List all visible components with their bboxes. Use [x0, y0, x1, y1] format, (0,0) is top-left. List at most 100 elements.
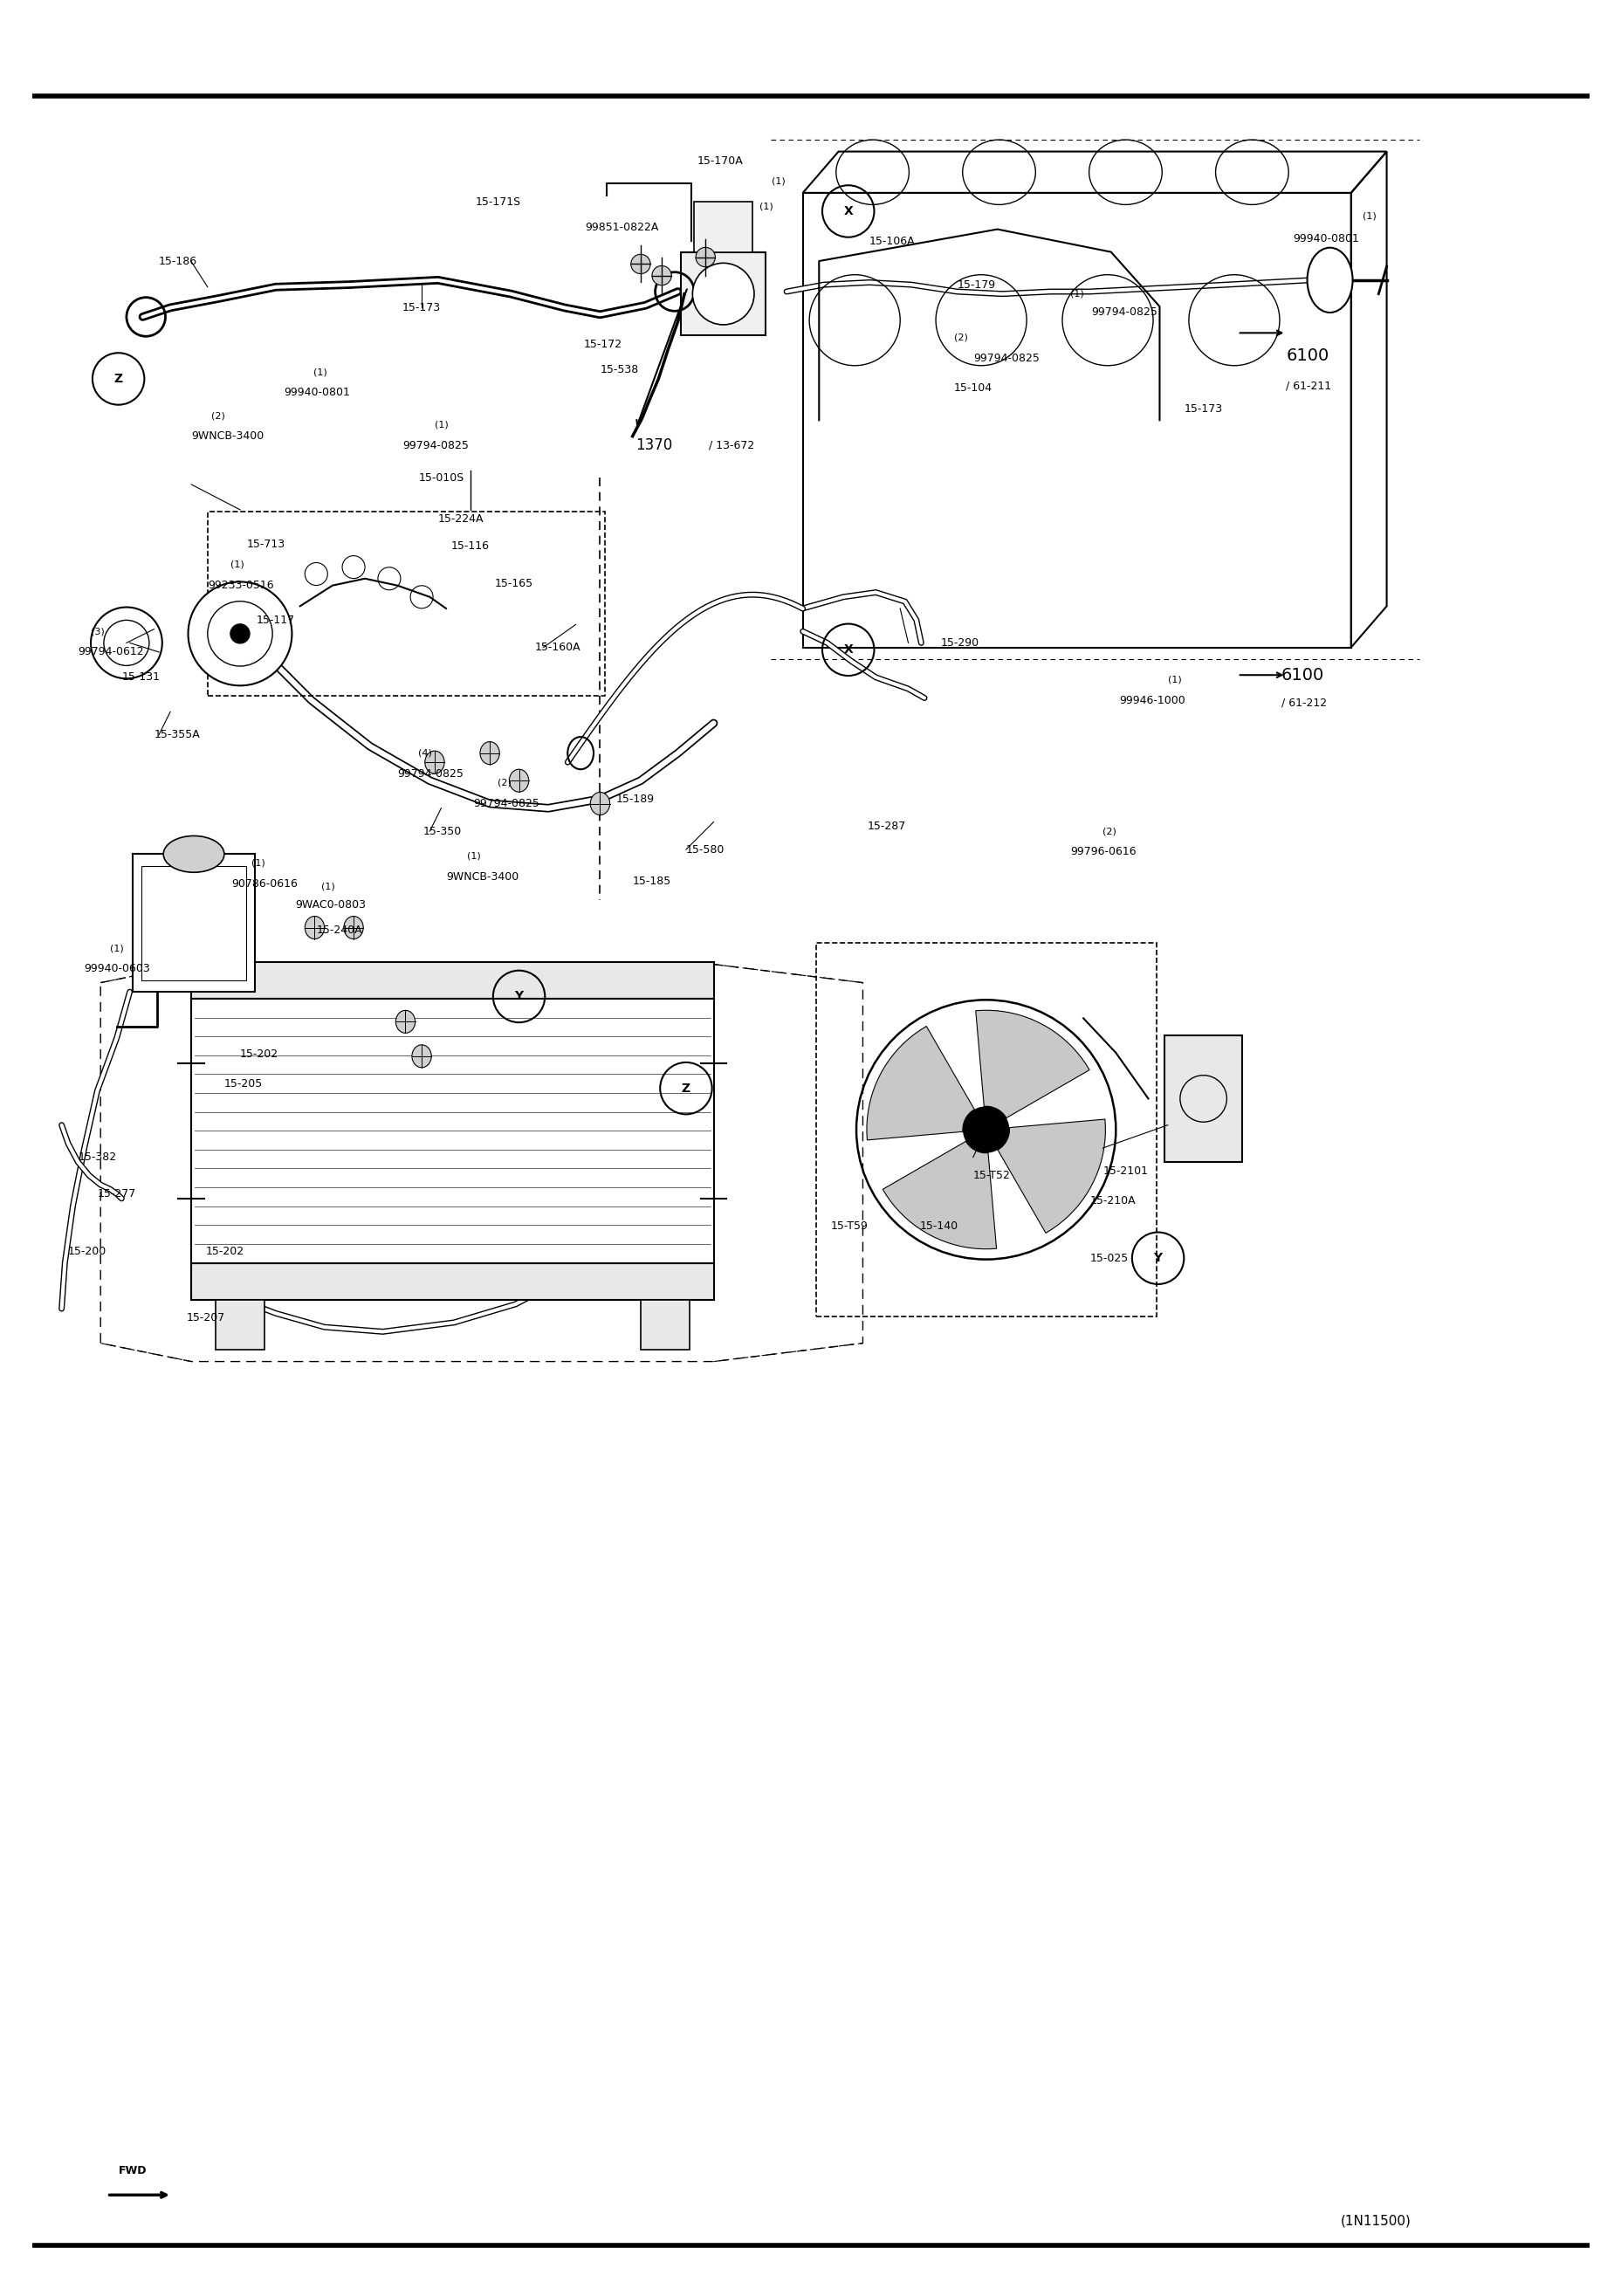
Text: 99794-0825: 99794-0825: [473, 799, 540, 808]
Text: 6100: 6100: [1281, 666, 1324, 684]
Text: 15-207: 15-207: [186, 1313, 225, 1322]
Text: 9WNCB-3400: 9WNCB-3400: [446, 872, 519, 882]
Ellipse shape: [91, 606, 162, 680]
Ellipse shape: [1307, 248, 1352, 312]
Text: 15-172: 15-172: [584, 340, 622, 349]
Text: 15-713: 15-713: [246, 540, 285, 549]
Text: 1370: 1370: [635, 439, 673, 452]
Text: (1): (1): [772, 177, 785, 186]
Ellipse shape: [396, 1010, 415, 1033]
Text: 15-171S: 15-171S: [475, 197, 520, 207]
Text: 15-290: 15-290: [940, 638, 979, 647]
Bar: [141, 866, 246, 980]
Ellipse shape: [590, 792, 609, 815]
Ellipse shape: [963, 1107, 1008, 1153]
Ellipse shape: [480, 742, 499, 765]
Text: 15-104: 15-104: [953, 383, 992, 393]
Bar: [191, 999, 713, 1263]
Ellipse shape: [652, 266, 671, 285]
Text: Y: Y: [514, 990, 524, 1003]
Text: 99851-0822A: 99851-0822A: [585, 223, 658, 232]
Text: X: X: [843, 204, 853, 218]
Polygon shape: [997, 1118, 1106, 1233]
Bar: [681, 253, 765, 335]
Text: 15-185: 15-185: [632, 877, 671, 886]
Text: 15-538: 15-538: [600, 365, 639, 374]
Text: (1): (1): [467, 852, 480, 861]
Text: Y: Y: [1153, 1251, 1162, 1265]
Text: 99940-0801: 99940-0801: [1292, 234, 1358, 243]
Text: X: X: [843, 643, 853, 657]
Text: 15-025: 15-025: [1089, 1254, 1128, 1263]
Ellipse shape: [164, 836, 224, 872]
Text: 99940-0603: 99940-0603: [84, 964, 151, 974]
Text: 99794-0825: 99794-0825: [397, 769, 464, 778]
Text: (2): (2): [953, 333, 968, 342]
Text: 15-173: 15-173: [1183, 404, 1222, 413]
Text: (3): (3): [91, 627, 104, 636]
Text: 15-165: 15-165: [494, 579, 533, 588]
Bar: [815, 941, 1156, 1318]
Text: (2): (2): [1102, 827, 1117, 836]
Text: (2): (2): [211, 411, 225, 420]
Text: 15-2101: 15-2101: [1102, 1166, 1148, 1176]
Ellipse shape: [692, 264, 754, 324]
Text: 15-240A: 15-240A: [316, 925, 361, 934]
Text: 15-186: 15-186: [159, 257, 198, 266]
Text: 15-202: 15-202: [206, 1247, 245, 1256]
Text: (1N11500): (1N11500): [1339, 2213, 1410, 2227]
Text: (4): (4): [418, 748, 433, 758]
Text: Z: Z: [681, 1081, 691, 1095]
Text: 15-160A: 15-160A: [535, 643, 580, 652]
Text: 99794-0825: 99794-0825: [973, 354, 1039, 363]
Text: (1): (1): [251, 859, 264, 868]
Text: 15-580: 15-580: [686, 845, 725, 854]
Text: 99796-0616: 99796-0616: [1070, 847, 1136, 856]
Text: / 61-211: / 61-211: [1285, 381, 1331, 390]
Text: 15-T52: 15-T52: [973, 1171, 1010, 1180]
Text: (1): (1): [759, 202, 772, 211]
Bar: [640, 1300, 689, 1350]
Bar: [133, 854, 254, 992]
Text: 15-224A: 15-224A: [438, 514, 483, 523]
Text: 90786-0616: 90786-0616: [232, 879, 298, 889]
Text: 15-140: 15-140: [919, 1221, 958, 1231]
Bar: [191, 1263, 713, 1300]
Text: 99794-0825: 99794-0825: [402, 441, 468, 450]
Text: 15-382: 15-382: [78, 1153, 117, 1162]
Text: 15-277: 15-277: [97, 1189, 136, 1199]
Text: 9WAC0-0803: 9WAC0-0803: [295, 900, 366, 909]
Bar: [207, 512, 605, 696]
Ellipse shape: [188, 581, 292, 687]
Text: FWD: FWD: [118, 2165, 146, 2177]
Text: 99940-0801: 99940-0801: [284, 388, 350, 397]
Text: 15-355A: 15-355A: [154, 730, 199, 739]
Text: 6100: 6100: [1285, 347, 1329, 365]
Text: (1): (1): [434, 420, 447, 429]
Text: 99794-0612: 99794-0612: [78, 647, 144, 657]
Text: 15-200: 15-200: [68, 1247, 107, 1256]
Ellipse shape: [230, 625, 250, 643]
Text: 15-010S: 15-010S: [418, 473, 464, 482]
Ellipse shape: [509, 769, 528, 792]
Text: (1): (1): [110, 944, 123, 953]
Text: Z: Z: [113, 372, 123, 386]
Text: 15-117: 15-117: [256, 615, 295, 625]
Ellipse shape: [305, 916, 324, 939]
Text: (1): (1): [1070, 289, 1083, 298]
Ellipse shape: [425, 751, 444, 774]
Text: 15-202: 15-202: [240, 1049, 279, 1058]
Bar: [216, 1300, 264, 1350]
Text: (1): (1): [230, 560, 243, 569]
Text: 15-287: 15-287: [867, 822, 906, 831]
Text: 99794-0825: 99794-0825: [1091, 308, 1157, 317]
Text: 15-116: 15-116: [451, 542, 490, 551]
Text: (2): (2): [498, 778, 512, 788]
Text: 15-205: 15-205: [224, 1079, 263, 1088]
Bar: [191, 962, 713, 999]
Polygon shape: [976, 1010, 1089, 1118]
Text: / 13-672: / 13-672: [708, 441, 754, 450]
Text: 15-179: 15-179: [956, 280, 995, 289]
Bar: [1164, 1035, 1242, 1162]
Text: (1): (1): [1167, 675, 1180, 684]
